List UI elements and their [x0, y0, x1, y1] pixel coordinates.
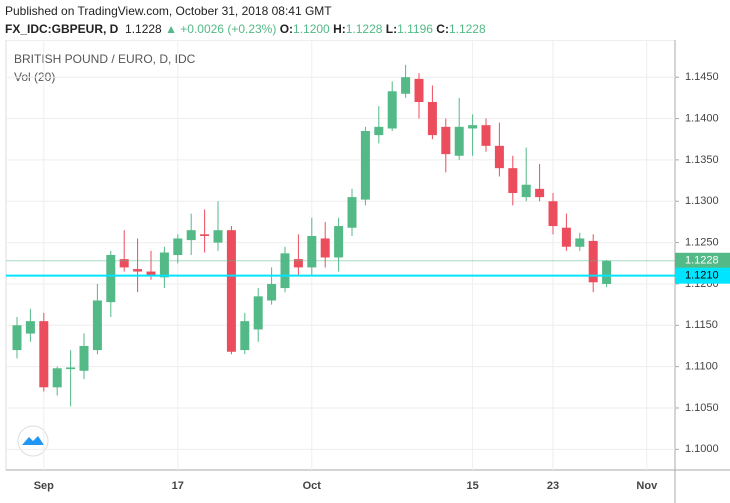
candle-body: [441, 126, 451, 155]
candle-body: [39, 321, 49, 388]
candle-body: [66, 367, 76, 370]
candle-body: [360, 130, 370, 200]
candle-body: [548, 201, 558, 227]
candle-body: [588, 240, 598, 283]
price-label-bg: [675, 252, 730, 269]
candle-body: [133, 269, 143, 272]
candle-body: [494, 145, 504, 169]
candle-body: [468, 125, 478, 129]
chart-title: BRITISH POUND / EURO, D, IDC: [14, 52, 196, 66]
candle-body: [454, 126, 464, 156]
y-tick-label: 1.1100: [685, 361, 718, 373]
candle-body: [92, 300, 102, 351]
candle-body: [347, 197, 357, 228]
candle-body: [267, 283, 277, 301]
c-label: C:: [436, 22, 449, 36]
c: 1.1228: [448, 22, 486, 36]
candle-body: [481, 125, 491, 146]
candle-body: [414, 78, 424, 103]
candle-body: [280, 253, 290, 289]
change: ▲ +0.0026 (+0.23%): [165, 22, 277, 36]
candle-body: [508, 168, 518, 193]
candle-body: [146, 271, 156, 276]
candle-body: [226, 230, 236, 352]
price-label-bg: [675, 267, 730, 284]
l: 1.1196: [397, 22, 433, 36]
o-label: O:: [279, 22, 294, 36]
h: 1.1228: [345, 22, 383, 36]
y-tick-label: 1.1350: [685, 154, 719, 166]
candle-body: [79, 345, 89, 371]
x-tick-label: Oct: [303, 480, 322, 492]
y-tick-label: 1.1000: [685, 443, 719, 455]
candle-body: [307, 235, 317, 268]
y-tick-label: 1.1050: [685, 402, 719, 414]
candle-body: [427, 102, 437, 136]
candle-body: [575, 238, 585, 247]
candle-body: [106, 255, 116, 303]
candle-body: [334, 226, 344, 258]
candle-body: [293, 259, 303, 268]
candle-body: [119, 259, 129, 268]
candle-body: [401, 77, 411, 94]
y-tick-label: 1.1150: [685, 319, 718, 331]
last: 1.1228: [125, 22, 162, 36]
published: Published on TradingView.com, October 31…: [5, 4, 332, 18]
chart: BRITISH POUND / EURO, D, IDC Vol (20) 1.…: [5, 40, 730, 503]
y-tick-label: 1.1450: [685, 71, 719, 83]
l-label: L:: [385, 22, 398, 36]
price-label: 1.1228: [685, 255, 719, 267]
candle-body: [521, 184, 531, 198]
y-tick-label: 1.1250: [685, 237, 719, 249]
x-tick-label: 23: [547, 480, 559, 492]
candle-body: [200, 234, 210, 236]
candle-body: [186, 230, 196, 241]
candle-body: [25, 321, 35, 334]
x-tick-label: Sep: [34, 480, 54, 492]
symbol: FX_IDC:GBPEUR, D: [5, 22, 119, 36]
candle-body: [213, 230, 223, 243]
candle-body: [12, 325, 22, 351]
candle-body: [240, 321, 250, 351]
candle-body: [602, 260, 612, 284]
candle-body: [320, 238, 330, 258]
candle-body: [253, 296, 263, 330]
y-tick-label: 1.1300: [685, 195, 719, 207]
candle-body: [173, 238, 183, 255]
logo: [17, 425, 49, 457]
price-label: 1.1210: [685, 270, 719, 282]
o: 1.1200: [293, 22, 330, 36]
h-label: H:: [333, 22, 346, 36]
candle-body: [387, 91, 397, 129]
candle-body: [52, 368, 62, 388]
y-tick-label: 1.1400: [685, 112, 719, 124]
candle-body: [159, 252, 169, 278]
quote-line: FX_IDC:GBPEUR, D 1.1228 ▲ +0.0026 (+0.23…: [5, 22, 486, 36]
x-tick-label: 17: [172, 480, 184, 492]
candle-body: [561, 227, 571, 247]
x-tick-label: Nov: [636, 480, 658, 492]
x-tick-label: 15: [466, 480, 478, 492]
candle-body: [535, 188, 545, 198]
candle-body: [374, 126, 384, 136]
